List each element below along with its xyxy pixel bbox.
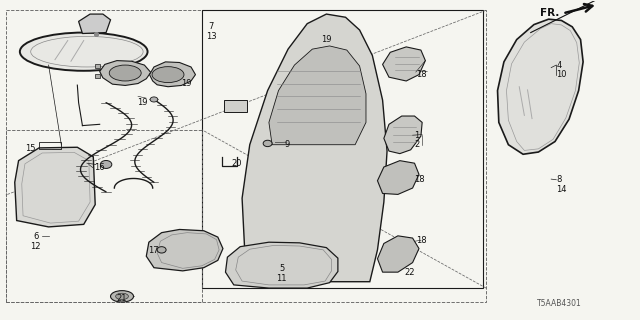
Ellipse shape xyxy=(100,160,112,168)
Text: 20: 20 xyxy=(232,159,242,168)
Text: 16: 16 xyxy=(94,164,105,172)
Polygon shape xyxy=(224,100,246,112)
Ellipse shape xyxy=(150,97,158,102)
Text: 13: 13 xyxy=(206,32,217,41)
Polygon shape xyxy=(15,147,95,227)
Text: T5AAB4301: T5AAB4301 xyxy=(537,299,582,308)
Text: 18: 18 xyxy=(416,236,426,245)
Polygon shape xyxy=(378,161,419,195)
Polygon shape xyxy=(150,62,195,87)
Text: 1: 1 xyxy=(415,131,420,140)
Polygon shape xyxy=(147,229,223,271)
Text: 19: 19 xyxy=(321,35,332,44)
Text: 10: 10 xyxy=(556,70,567,79)
Polygon shape xyxy=(383,47,426,81)
Circle shape xyxy=(109,65,141,81)
Text: 19: 19 xyxy=(137,98,148,107)
Text: FR.: FR. xyxy=(540,8,559,19)
Text: 17: 17 xyxy=(148,246,159,255)
Polygon shape xyxy=(95,74,100,78)
Polygon shape xyxy=(378,236,419,272)
Text: 6: 6 xyxy=(33,232,38,241)
Text: 19: 19 xyxy=(180,79,191,88)
Text: 18: 18 xyxy=(415,175,425,184)
Text: 9: 9 xyxy=(285,140,290,149)
Text: 18: 18 xyxy=(416,70,426,79)
Text: 21: 21 xyxy=(116,294,127,303)
Text: 5: 5 xyxy=(279,264,284,274)
Text: 11: 11 xyxy=(276,274,287,283)
Polygon shape xyxy=(384,116,422,154)
Circle shape xyxy=(116,293,129,300)
Polygon shape xyxy=(95,64,100,68)
Polygon shape xyxy=(497,19,583,154)
Polygon shape xyxy=(79,14,111,34)
Text: 14: 14 xyxy=(556,185,567,194)
Ellipse shape xyxy=(157,247,166,253)
Ellipse shape xyxy=(20,33,148,71)
Text: 12: 12 xyxy=(31,242,41,251)
Text: 22: 22 xyxy=(404,268,415,277)
Text: 8: 8 xyxy=(556,175,562,184)
Text: 7: 7 xyxy=(209,22,214,31)
Polygon shape xyxy=(269,46,366,145)
Polygon shape xyxy=(225,242,338,288)
Circle shape xyxy=(152,67,184,83)
Polygon shape xyxy=(100,60,151,85)
Text: 15: 15 xyxy=(26,144,36,153)
Ellipse shape xyxy=(263,140,272,147)
Circle shape xyxy=(111,291,134,302)
Polygon shape xyxy=(242,14,387,282)
Text: 2: 2 xyxy=(415,140,420,149)
Text: 4: 4 xyxy=(556,60,561,69)
